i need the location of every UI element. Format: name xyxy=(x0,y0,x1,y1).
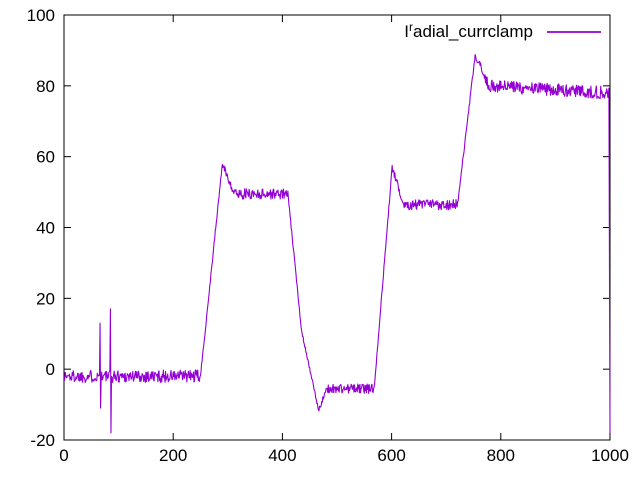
x-tick-label: 1000 xyxy=(591,446,629,465)
x-tick-label: 0 xyxy=(59,446,68,465)
y-tick-label: 0 xyxy=(46,360,55,379)
y-tick-label: 20 xyxy=(36,289,55,308)
y-tick-label: 40 xyxy=(36,219,55,238)
legend-label: Iradial_currclamp xyxy=(404,20,533,41)
y-tick-label: -20 xyxy=(30,431,55,450)
series-line xyxy=(63,53,611,434)
x-tick-label: 600 xyxy=(377,446,405,465)
y-tick-label: 100 xyxy=(27,6,55,25)
x-tick-label: 400 xyxy=(268,446,296,465)
y-tick-label: 60 xyxy=(36,148,55,167)
y-tick-label: 80 xyxy=(36,77,55,96)
x-tick-label: 800 xyxy=(487,446,515,465)
x-tick-label: 200 xyxy=(159,446,187,465)
